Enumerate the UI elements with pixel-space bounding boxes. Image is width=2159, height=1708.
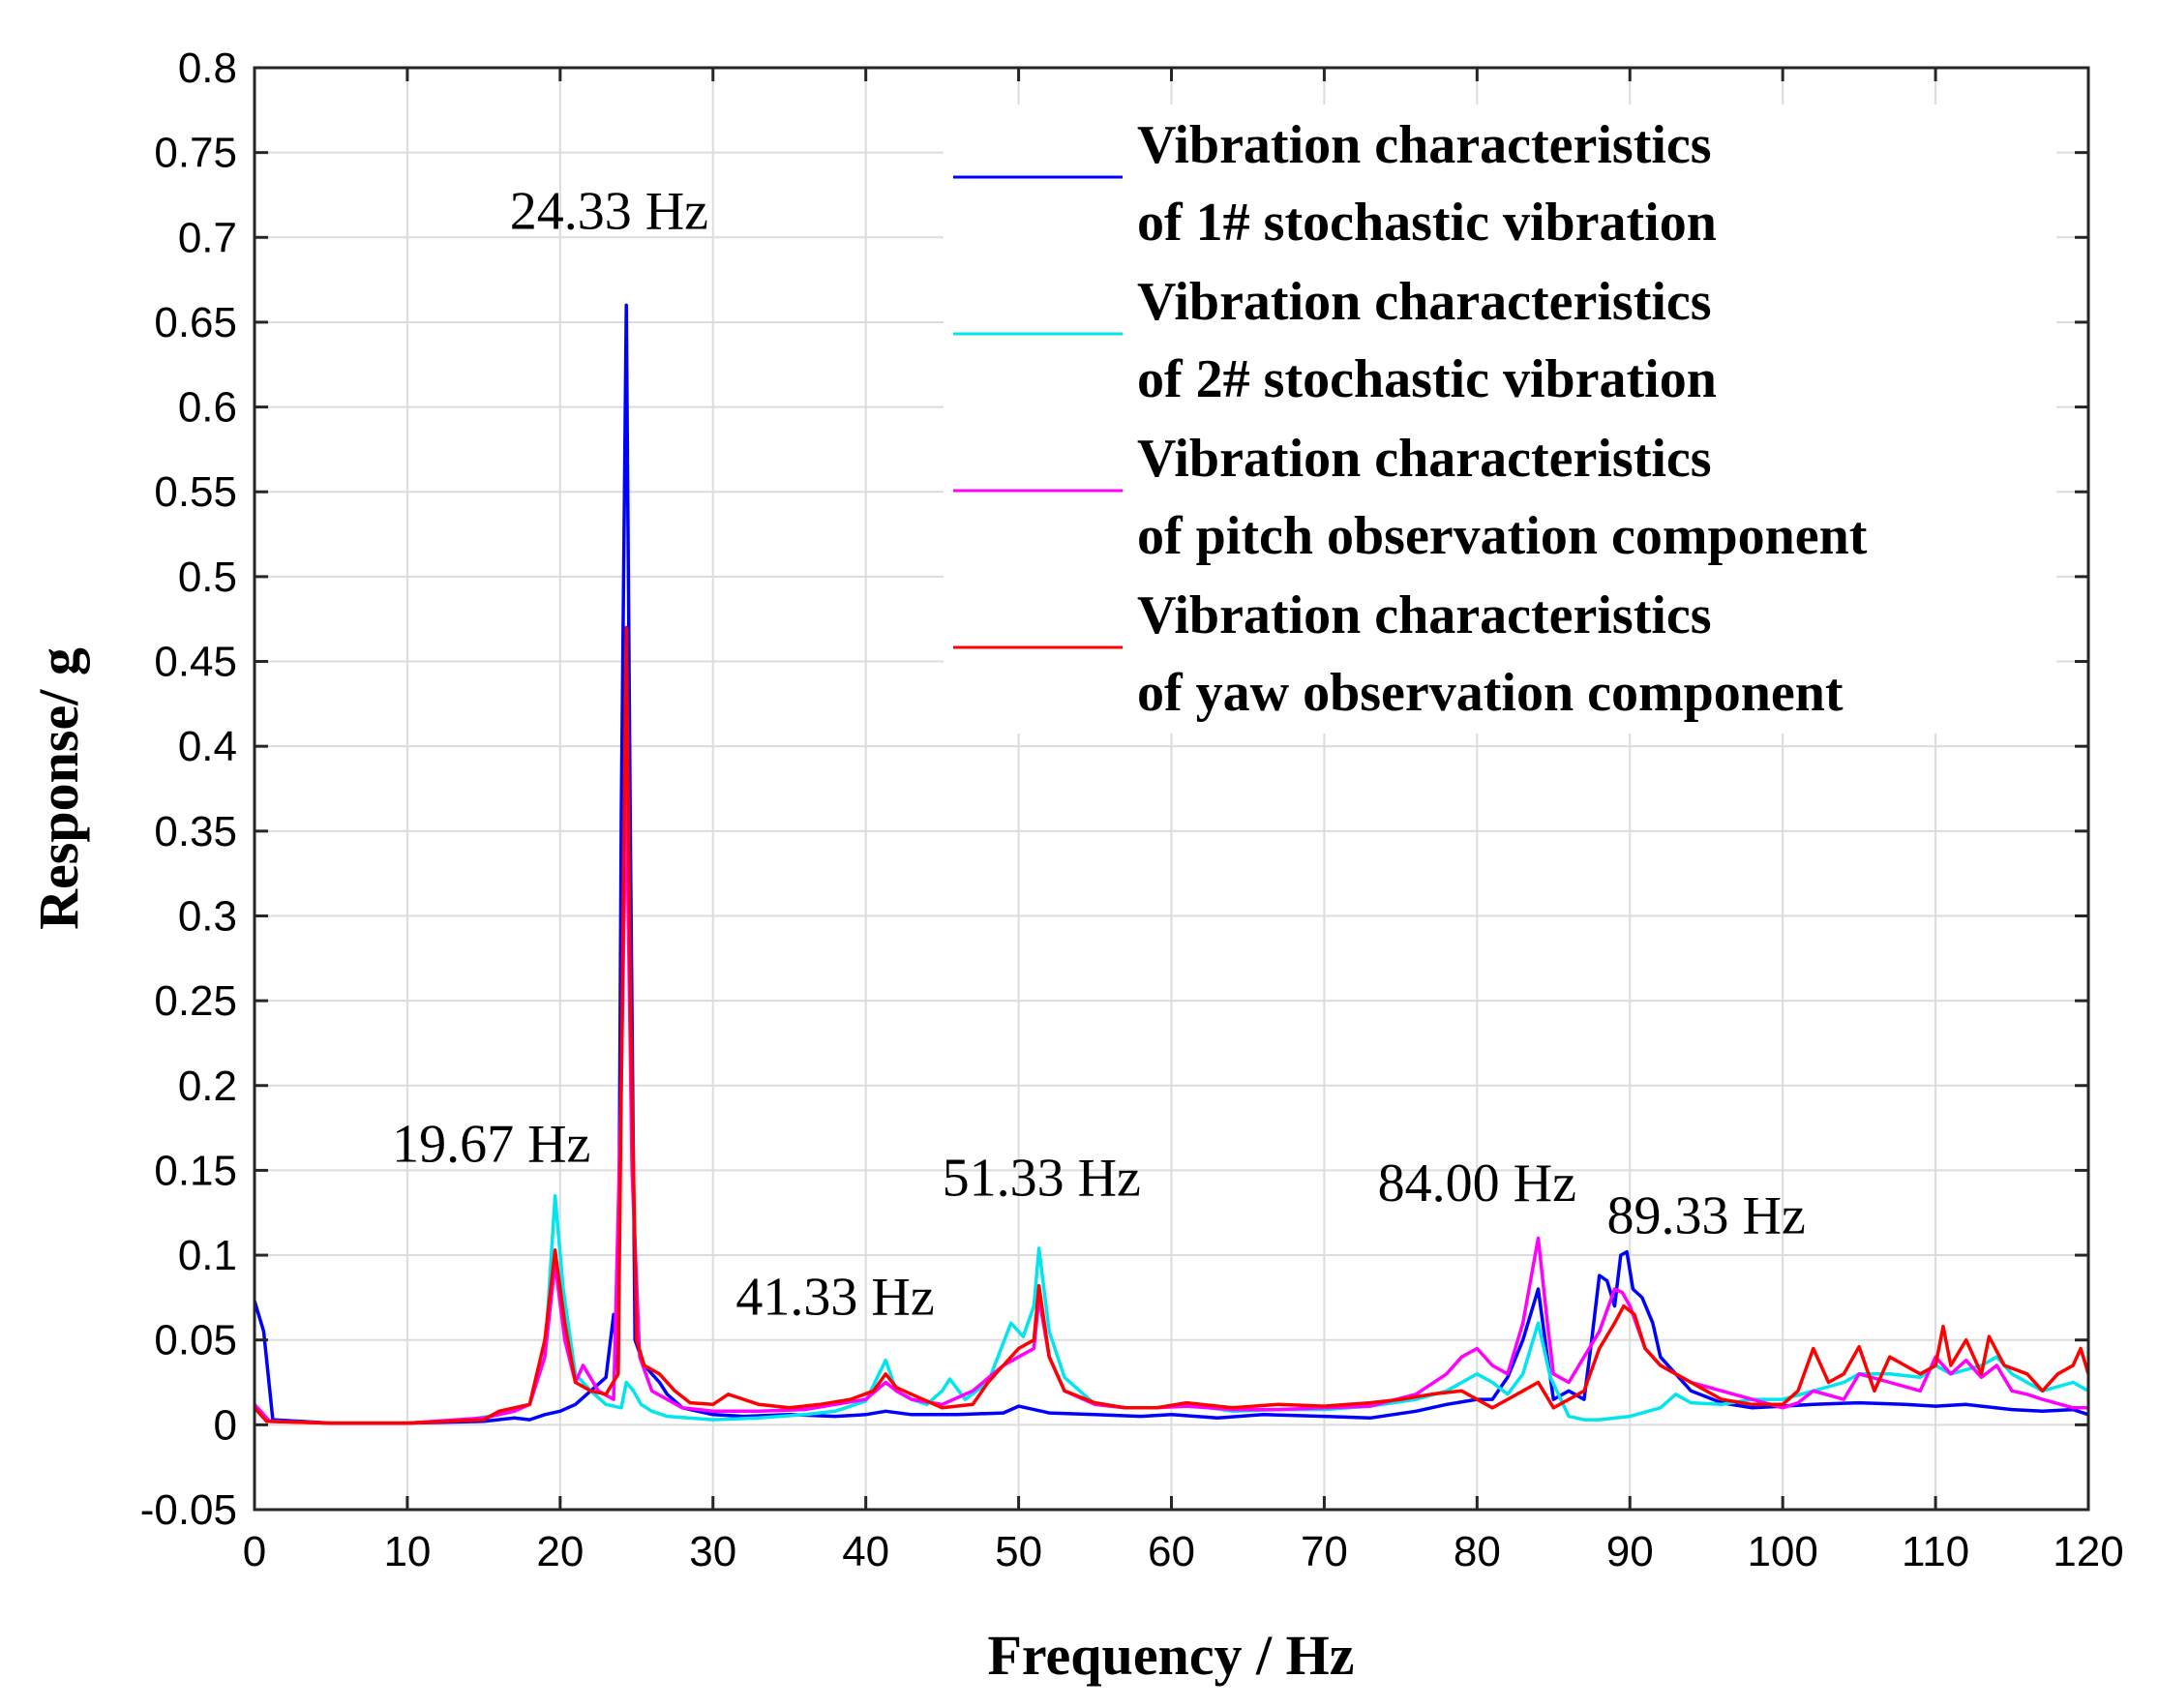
x-axis-title: Frequency / Hz xyxy=(987,1624,1354,1687)
legend-label-1a: Vibration characteristics xyxy=(1137,115,1712,175)
x-tick-label: 100 xyxy=(1747,1528,1817,1575)
x-tick-label: 0 xyxy=(243,1528,266,1575)
y-tick-label: 0.2 xyxy=(178,1063,237,1110)
y-axis-title: Response/ g xyxy=(27,647,90,930)
legend-label-3b: of pitch observation component xyxy=(1137,506,1868,566)
y-tick-label: 0.65 xyxy=(154,299,237,346)
y-tick-label: 0.45 xyxy=(154,639,237,686)
y-tick-label: 0.05 xyxy=(154,1317,237,1364)
legend-box xyxy=(944,105,2056,734)
series-line-4 xyxy=(253,625,2090,1425)
x-tick-label: 70 xyxy=(1301,1528,1348,1575)
series-line-1 xyxy=(253,303,2089,1425)
x-tick-label: 30 xyxy=(689,1528,736,1575)
legend-label-1b: of 1# stochastic vibration xyxy=(1137,193,1717,253)
y-tick-label: 0.4 xyxy=(178,723,237,770)
y-tick-label: 0.3 xyxy=(178,892,237,940)
y-tick-label: 0.75 xyxy=(154,130,237,177)
annotation-label: 19.67 Hz xyxy=(392,1115,590,1175)
y-tick-label: 0.8 xyxy=(178,45,237,92)
y-tick-label: 0.25 xyxy=(154,977,237,1025)
y-tick-label: 0.5 xyxy=(178,554,237,601)
y-tick-label: 0.35 xyxy=(154,808,237,855)
series-layer xyxy=(253,303,2090,1425)
x-tick-label: 40 xyxy=(842,1528,889,1575)
annotation-label: 84.00 Hz xyxy=(1378,1154,1576,1214)
axis-ticks: 0 10 20 30 40 50 60 70 80 90 100 110 120-0.0500.050.… xyxy=(140,45,2124,1575)
series-line-2 xyxy=(253,1193,2089,1425)
annotation-label: 24.33 Hz xyxy=(510,182,708,242)
x-tick-label: 110 xyxy=(1902,1528,1969,1575)
annotation-label: 41.33 Hz xyxy=(735,1267,934,1327)
x-tick-label: 20 xyxy=(536,1528,584,1575)
x-tick-label: 10 xyxy=(383,1528,431,1575)
legend-label-4b: of yaw observation component xyxy=(1137,663,1844,723)
y-tick-label: 0.15 xyxy=(154,1147,237,1194)
legend-label-2a: Vibration characteristics xyxy=(1137,272,1712,332)
x-tick-label: 50 xyxy=(995,1528,1042,1575)
x-tick-label: 60 xyxy=(1148,1528,1195,1575)
legend-label-2b: of 2# stochastic vibration xyxy=(1137,349,1717,409)
annotation-label: 51.33 Hz xyxy=(943,1149,1141,1209)
x-tick-label: 90 xyxy=(1606,1528,1654,1575)
y-tick-label: 0.6 xyxy=(178,384,237,432)
legend-label-3a: Vibration characteristics xyxy=(1137,429,1712,489)
x-tick-label: 120 xyxy=(2053,1528,2123,1575)
annotation-label: 89.33 Hz xyxy=(1607,1185,1806,1245)
y-tick-label: -0.05 xyxy=(140,1486,237,1534)
legend-label-4a: Vibration characteristics xyxy=(1137,585,1712,645)
y-tick-label: 0.55 xyxy=(154,468,237,516)
y-tick-label: 0.7 xyxy=(178,214,237,261)
x-tick-label: 80 xyxy=(1454,1528,1501,1575)
y-tick-label: 0.1 xyxy=(178,1232,237,1279)
y-tick-label: 0 xyxy=(214,1401,237,1449)
legend: Vibration characteristics of 1# stochast… xyxy=(944,105,2056,734)
